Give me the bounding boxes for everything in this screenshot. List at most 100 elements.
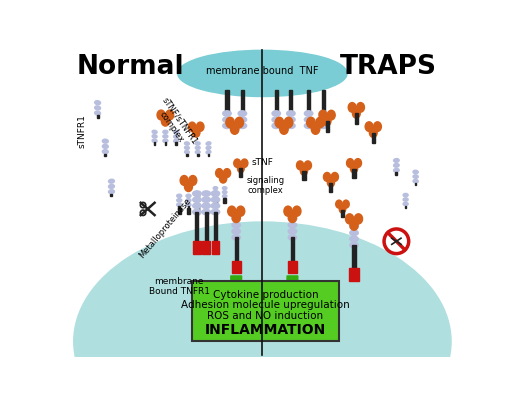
Ellipse shape (357, 103, 365, 113)
Ellipse shape (288, 213, 296, 223)
Ellipse shape (102, 145, 108, 149)
Ellipse shape (109, 190, 114, 194)
Bar (111, 194, 113, 197)
Bar (291, 238, 294, 262)
Ellipse shape (232, 229, 241, 234)
Bar (322, 91, 325, 113)
Bar (352, 170, 355, 179)
Ellipse shape (403, 203, 408, 206)
Ellipse shape (346, 214, 354, 225)
Bar (154, 143, 156, 145)
Ellipse shape (202, 204, 210, 209)
Ellipse shape (284, 118, 293, 128)
Ellipse shape (223, 117, 231, 123)
Text: signaling
complex: signaling complex (247, 176, 285, 195)
Ellipse shape (238, 165, 244, 173)
Ellipse shape (339, 206, 346, 214)
Ellipse shape (163, 140, 168, 143)
Bar (193, 242, 201, 254)
Bar (303, 172, 306, 181)
Bar (214, 213, 217, 243)
Bar (188, 207, 189, 209)
Bar (164, 143, 166, 145)
Ellipse shape (234, 160, 241, 168)
Ellipse shape (177, 199, 182, 203)
Text: membrane bound  TNF: membrane bound TNF (206, 66, 318, 76)
Ellipse shape (272, 124, 281, 129)
Bar (223, 198, 226, 204)
Ellipse shape (323, 117, 331, 127)
Ellipse shape (163, 136, 168, 139)
Bar (196, 213, 199, 243)
Ellipse shape (186, 195, 191, 198)
Ellipse shape (177, 195, 182, 198)
Ellipse shape (237, 207, 245, 217)
Ellipse shape (394, 159, 399, 163)
Bar (239, 169, 242, 178)
Ellipse shape (350, 165, 358, 174)
Ellipse shape (288, 235, 296, 241)
FancyArrow shape (228, 276, 245, 298)
Ellipse shape (350, 243, 358, 248)
Bar (175, 143, 177, 145)
Bar (186, 154, 188, 156)
Ellipse shape (304, 162, 311, 170)
Ellipse shape (152, 136, 157, 139)
Ellipse shape (319, 111, 328, 117)
Ellipse shape (195, 151, 200, 154)
Bar (197, 154, 199, 156)
Ellipse shape (95, 101, 100, 105)
Ellipse shape (288, 229, 296, 234)
Ellipse shape (304, 124, 313, 129)
Ellipse shape (287, 117, 295, 123)
Bar (231, 261, 241, 273)
Bar (341, 210, 344, 218)
Ellipse shape (301, 167, 308, 176)
Ellipse shape (319, 117, 328, 123)
Ellipse shape (193, 198, 201, 203)
Text: sTNFR1: sTNFR1 (78, 113, 87, 147)
Ellipse shape (163, 131, 168, 134)
Ellipse shape (193, 129, 200, 138)
Ellipse shape (178, 51, 347, 97)
Ellipse shape (202, 191, 210, 197)
Ellipse shape (109, 180, 114, 184)
Ellipse shape (211, 191, 220, 197)
Ellipse shape (287, 124, 295, 129)
Bar (178, 208, 181, 214)
Ellipse shape (327, 111, 335, 121)
Ellipse shape (152, 140, 157, 143)
Ellipse shape (230, 124, 239, 135)
Ellipse shape (336, 200, 342, 209)
Ellipse shape (319, 124, 328, 129)
Ellipse shape (350, 231, 358, 236)
Text: Adhesion molecule upregulation: Adhesion molecule upregulation (181, 300, 350, 310)
Ellipse shape (95, 107, 100, 111)
Text: TRAPS: TRAPS (340, 53, 437, 79)
Ellipse shape (193, 204, 201, 209)
Ellipse shape (186, 204, 191, 207)
Bar (355, 114, 358, 125)
Ellipse shape (365, 123, 373, 132)
Ellipse shape (319, 111, 327, 121)
Ellipse shape (223, 111, 231, 117)
Ellipse shape (354, 214, 362, 225)
Ellipse shape (202, 210, 210, 215)
Ellipse shape (195, 195, 200, 198)
Ellipse shape (74, 223, 451, 401)
Ellipse shape (238, 111, 247, 117)
Bar (275, 91, 278, 113)
Ellipse shape (206, 142, 211, 146)
Text: INFLAMMATION: INFLAMMATION (205, 322, 326, 336)
Ellipse shape (186, 199, 191, 203)
Ellipse shape (184, 147, 189, 150)
Ellipse shape (211, 210, 220, 215)
Bar (211, 242, 219, 254)
Ellipse shape (197, 123, 204, 132)
Ellipse shape (184, 142, 189, 146)
Text: sTNF/sTNFR1
complex: sTNF/sTNFR1 complex (152, 96, 199, 152)
Ellipse shape (193, 191, 201, 197)
Ellipse shape (327, 178, 334, 187)
Ellipse shape (195, 199, 200, 203)
Ellipse shape (350, 237, 358, 242)
